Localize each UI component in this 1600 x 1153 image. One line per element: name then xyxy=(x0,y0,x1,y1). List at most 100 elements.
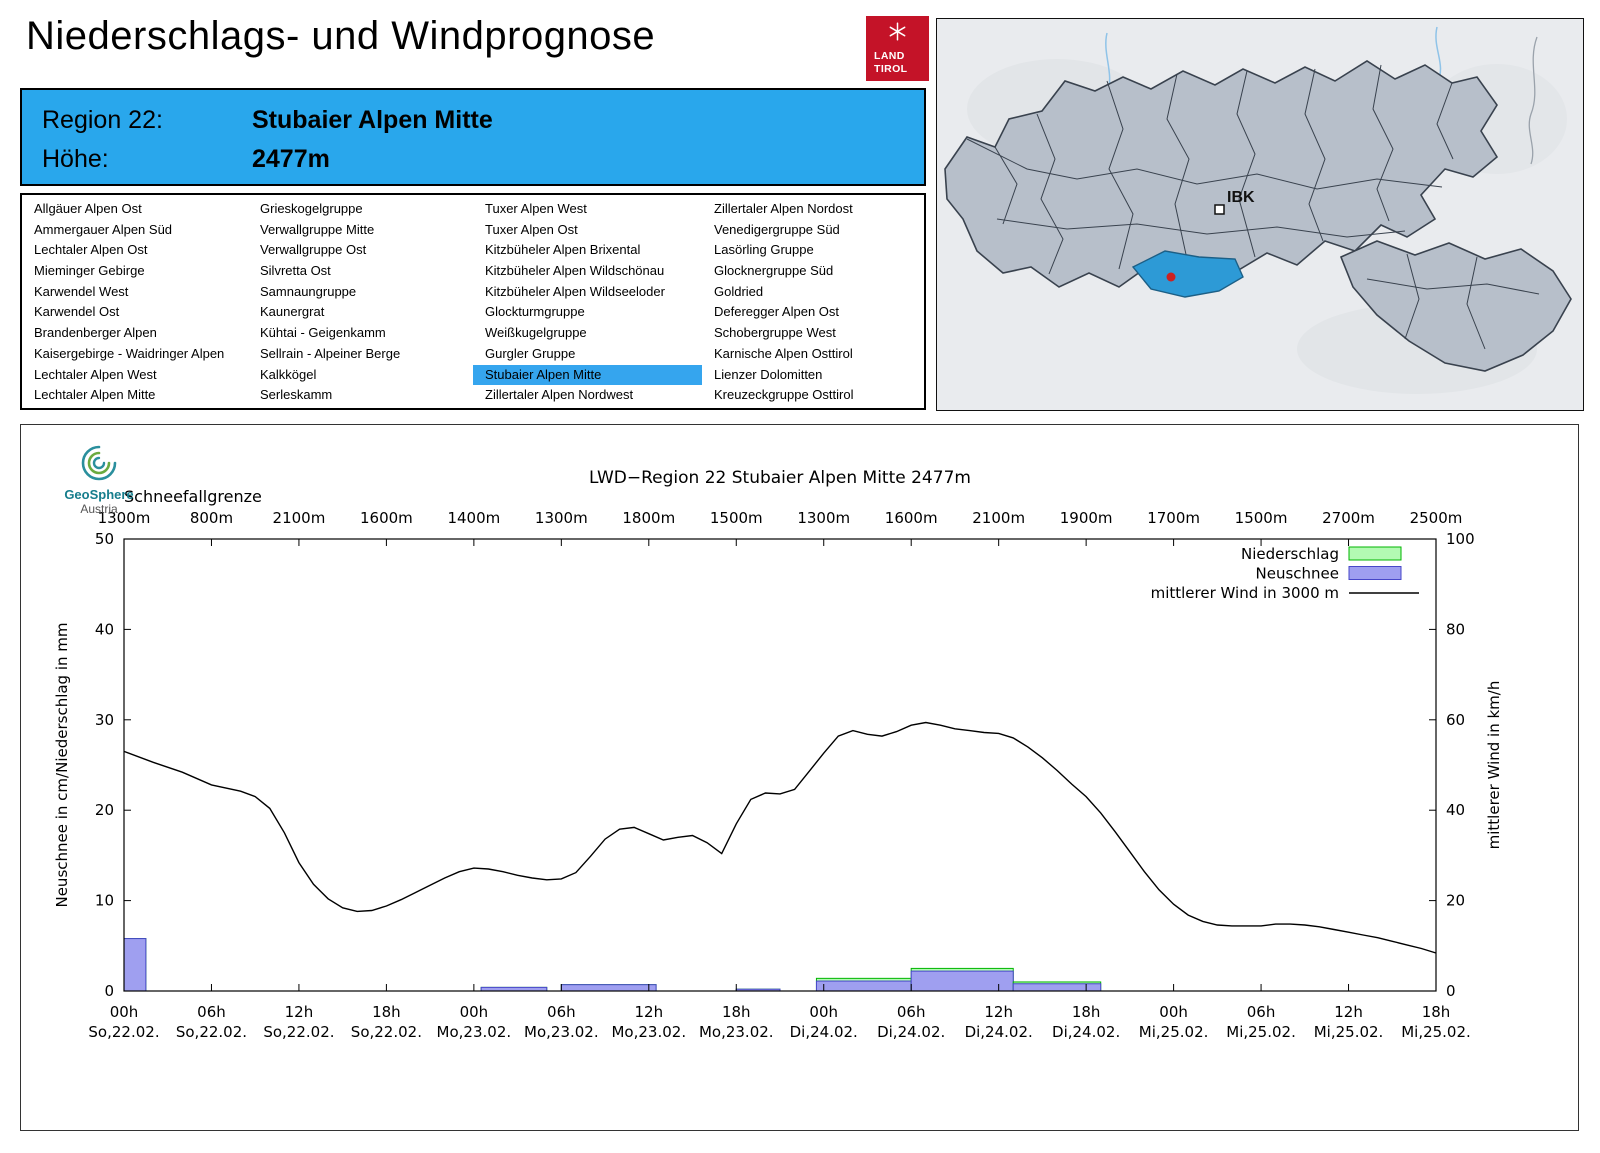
logo-text: LAND TIROL xyxy=(874,50,908,75)
region-list-item[interactable]: Zillertaler Alpen Nordwest xyxy=(485,387,634,403)
border-line xyxy=(1528,36,1538,165)
region-list-item[interactable]: Stubaier Alpen Mitte xyxy=(473,364,702,386)
east-tirol-outline[interactable] xyxy=(1339,240,1572,372)
region-list-item[interactable]: Mieminger Gebirge xyxy=(34,263,145,279)
snowline-value: 2100m xyxy=(273,509,326,527)
region-list-item[interactable]: Lechtaler Alpen Mitte xyxy=(34,387,156,403)
region-borders-east xyxy=(1366,253,1540,350)
x-tick-date: So,22.02. xyxy=(263,1023,334,1041)
region-list-item[interactable]: Kalkkögel xyxy=(260,366,317,382)
region-list-item[interactable]: Karwendel Ost xyxy=(34,304,120,320)
altitude-value: 2477m xyxy=(252,145,330,173)
x-tick-date: Mo,23.02. xyxy=(611,1023,686,1041)
region-list-item[interactable]: Brandenberger Alpen xyxy=(34,325,157,341)
region-list-item[interactable]: Lasörling Gruppe xyxy=(714,242,814,258)
region-list-item[interactable]: Weißkugelgruppe xyxy=(485,325,587,341)
x-tick-date: Mo,23.02. xyxy=(699,1023,774,1041)
region-list-item[interactable]: Glockturmgruppe xyxy=(485,304,585,320)
region-list-column: Tuxer Alpen West Tuxer Alpen Ost Kitzbühel… xyxy=(473,199,702,408)
region-list-item[interactable]: Tuxer Alpen Ost xyxy=(485,221,578,237)
y-right-tick-label: 60 xyxy=(1446,711,1465,729)
region-list-item[interactable]: Kühtai - Geigenkamm xyxy=(260,325,386,341)
region-list-item[interactable]: Lechtaler Alpen Ost xyxy=(34,242,148,258)
region-list-item[interactable]: Glocknergruppe Süd xyxy=(714,263,834,279)
x-tick-date: So,22.02. xyxy=(176,1023,247,1041)
legend-label: mittlerer Wind in 3000 m xyxy=(1151,584,1339,602)
snowline-value: 1600m xyxy=(885,509,938,527)
geosphere-logo: GeoSphere Austria xyxy=(51,443,147,516)
x-tick-time: 06h xyxy=(547,1003,576,1021)
y-right-tick-label: 100 xyxy=(1446,530,1475,548)
selected-region-shape[interactable] xyxy=(1131,250,1244,298)
region-list-item[interactable]: Schobergruppe West xyxy=(714,325,836,341)
x-tick-date: Di,24.02. xyxy=(877,1023,945,1041)
snowflake-icon xyxy=(887,21,908,47)
region-list-item[interactable]: Venedigergruppe Süd xyxy=(714,221,840,237)
snowline-value: 1500m xyxy=(710,509,763,527)
geosphere-sub: Austria xyxy=(80,502,118,517)
region-list-item[interactable]: Kitzbüheler Alpen Wildseeloder xyxy=(485,283,665,299)
region-list-item[interactable]: Goldried xyxy=(714,283,764,299)
x-tick-time: 00h xyxy=(1159,1003,1188,1021)
region-list-item[interactable]: Deferegger Alpen Ost xyxy=(714,304,840,320)
region-list-item[interactable]: Verwallgruppe Ost xyxy=(260,242,367,258)
neuschnee-bar xyxy=(123,938,147,992)
region-list-column: Grieskogelgruppe Verwallgruppe Mitte Verwa… xyxy=(248,199,473,408)
y-left-tick-label: 50 xyxy=(95,530,114,548)
region-list-item[interactable]: Silvretta Ost xyxy=(260,263,331,279)
altitude-label: Höhe: xyxy=(42,145,109,173)
y-left-tick-label: 30 xyxy=(95,711,114,729)
region-list-item[interactable]: Kitzbüheler Alpen Wildschönau xyxy=(485,263,665,279)
region-list-item[interactable]: Grieskogelgruppe xyxy=(260,201,363,216)
region-list: Allgäuer Alpen Ost Ammergauer Alpen Süd Le… xyxy=(20,193,926,410)
x-tick-time: 18h xyxy=(1422,1003,1451,1021)
region-list-item[interactable]: Serleskamm xyxy=(260,387,333,403)
y-left-tick-label: 0 xyxy=(104,982,114,1000)
region-list-item[interactable]: Kitzbüheler Alpen Brixental xyxy=(485,242,641,258)
region-list-item[interactable]: Verwallgruppe Mitte xyxy=(260,221,375,237)
snowline-value: 1300m xyxy=(535,509,588,527)
region-list-item[interactable]: Lienzer Dolomitten xyxy=(714,366,823,382)
y-left-tick-label: 40 xyxy=(95,620,114,638)
region-list-item[interactable]: Samnaungruppe xyxy=(260,283,357,299)
x-tick-time: 12h xyxy=(1334,1003,1363,1021)
region-list-item[interactable]: Tuxer Alpen West xyxy=(485,201,587,216)
north-tirol-outline[interactable] xyxy=(944,60,1499,288)
neuschnee-bar xyxy=(1012,983,1102,992)
y-right-tick-label: 0 xyxy=(1446,982,1456,1000)
region-list-item[interactable]: Ammergauer Alpen Süd xyxy=(34,221,173,237)
x-tick-time: 06h xyxy=(197,1003,226,1021)
region-list-item[interactable]: Karwendel West xyxy=(34,283,129,299)
ibk-marker xyxy=(1214,204,1225,215)
x-tick-time: 00h xyxy=(809,1003,838,1021)
x-tick-date: Di,24.02. xyxy=(965,1023,1033,1041)
region-list-item[interactable]: Zillertaler Alpen Nordost xyxy=(714,201,853,216)
snowline-value: 1600m xyxy=(360,509,413,527)
region-list-item[interactable]: Gurgler Gruppe xyxy=(485,345,576,361)
region-list-item[interactable]: Karnische Alpen Osttirol xyxy=(714,345,853,361)
region-list-item[interactable]: Sellrain - Alpeiner Berge xyxy=(260,345,401,361)
neuschnee-bar xyxy=(815,980,912,992)
legend-label: Niederschlag xyxy=(1241,545,1339,563)
region-list-item[interactable]: Kaisergebirge - Waidringer Alpen xyxy=(34,345,225,361)
x-tick-time: 18h xyxy=(1072,1003,1101,1021)
region-marker-dot xyxy=(1166,272,1176,282)
snowline-value: 1900m xyxy=(1060,509,1113,527)
x-tick-time: 12h xyxy=(635,1003,664,1021)
snowline-value: 1400m xyxy=(447,509,500,527)
snowline-value: 1700m xyxy=(1147,509,1200,527)
region-list-item[interactable]: Kaunergrat xyxy=(260,304,325,320)
region-list-item[interactable]: Lechtaler Alpen West xyxy=(34,366,157,382)
x-tick-time: 12h xyxy=(285,1003,314,1021)
x-tick-date: Mi,25.02. xyxy=(1314,1023,1384,1041)
geosphere-name: GeoSphere xyxy=(64,487,134,502)
region-list-item[interactable]: Kreuzeckgruppe Osttirol xyxy=(714,387,854,403)
y-right-tick-label: 80 xyxy=(1446,620,1465,638)
neuschnee-bar xyxy=(560,984,657,992)
y-right-tick-label: 40 xyxy=(1446,801,1465,819)
chart-title: LWD−Region 22 Stubaier Alpen Mitte 2477m xyxy=(589,468,971,488)
region-list-item[interactable]: Allgäuer Alpen Ost xyxy=(34,201,142,216)
y-left-tick-label: 10 xyxy=(95,892,114,910)
snowline-value: 800m xyxy=(190,509,233,527)
tirol-map[interactable]: IBK xyxy=(936,18,1584,411)
